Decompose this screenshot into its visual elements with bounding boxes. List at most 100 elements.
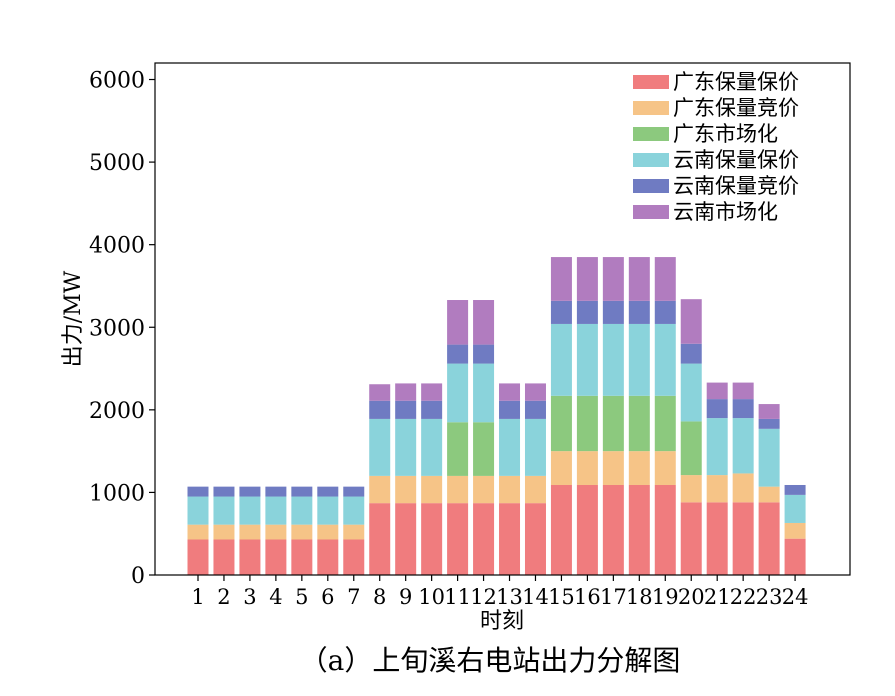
bar-segment-16-3 (576, 395, 598, 452)
x-tick-label: 2 (217, 585, 230, 609)
x-tick-label: 10 (418, 585, 445, 609)
bar-segment-22-5 (732, 399, 754, 419)
bar-segment-23-4 (758, 428, 780, 487)
bar-segment-18-1 (628, 484, 650, 575)
bar-segment-1-1 (187, 539, 209, 575)
bar-segment-12-2 (473, 475, 495, 504)
bar-segment-14-5 (524, 400, 546, 419)
bar-segment-3-4 (239, 496, 261, 525)
x-tick-label: 24 (782, 585, 809, 609)
bar-segment-11-5 (447, 344, 469, 364)
bar-segment-3-2 (239, 524, 261, 540)
bar-segment-13-2 (499, 475, 521, 504)
bar-segment-18-2 (628, 451, 650, 485)
bar-segment-18-5 (628, 300, 650, 324)
bar-segment-10-2 (421, 475, 443, 504)
bar-segment-11-2 (447, 475, 469, 504)
bar-segment-4-2 (265, 524, 287, 540)
bar-segment-9-2 (395, 475, 417, 504)
bar-segment-6-1 (317, 539, 339, 575)
x-tick-label: 3 (243, 585, 256, 609)
y-axis: 0 1000 2000 3000 4000 5000 6000 (89, 69, 155, 589)
bar-segment-15-6 (550, 257, 572, 301)
bar-segment-2-2 (213, 524, 235, 540)
bar-segment-22-2 (732, 473, 754, 503)
bar-segment-22-4 (732, 418, 754, 474)
bar-segment-19-6 (654, 257, 676, 301)
y-tick-label: 4000 (89, 234, 145, 259)
bar-segment-17-2 (602, 451, 624, 485)
bar-segment-24-5 (784, 484, 806, 495)
legend-swatch (633, 127, 669, 141)
x-tick-label: 14 (522, 585, 549, 609)
bar-segment-2-5 (213, 486, 235, 497)
bar-segment-5-5 (291, 486, 313, 497)
x-tick-label: 23 (756, 585, 783, 609)
bar-segment-20-3 (680, 421, 702, 476)
bar-segment-20-1 (680, 502, 702, 575)
bar-segment-10-5 (421, 400, 443, 419)
bar-segment-4-5 (265, 486, 287, 497)
bar-segment-16-6 (576, 257, 598, 301)
bar-segment-4-4 (265, 496, 287, 525)
legend-swatch (633, 75, 669, 89)
x-axis: 1 2 3 4 5 6 7 8 9 10 11 12 13 14 15 16 17 18 19 20 21 22 23 24 (191, 575, 808, 609)
bar-segment-23-1 (758, 502, 780, 575)
bar-segment-11-3 (447, 422, 469, 476)
bar-segment-14-4 (524, 418, 546, 476)
bar-segment-5-2 (291, 524, 313, 540)
bar-segment-7-2 (343, 524, 365, 540)
legend-label: 云南保量保价 (673, 148, 799, 172)
bar-segment-8-4 (369, 418, 391, 476)
bar-segment-16-1 (576, 484, 598, 575)
plot-frame (154, 62, 851, 576)
bar-segment-23-5 (758, 418, 780, 429)
bar-segment-17-1 (602, 484, 624, 575)
bar-segment-7-1 (343, 539, 365, 575)
bar-segment-8-1 (369, 503, 391, 575)
bar-segment-18-3 (628, 395, 650, 452)
bar-segment-11-4 (447, 363, 469, 423)
x-tick-label: 21 (704, 585, 731, 609)
bar-segment-17-4 (602, 323, 624, 396)
bar-segment-15-2 (550, 451, 572, 485)
bar-segment-8-5 (369, 400, 391, 419)
bar-segment-13-5 (499, 400, 521, 419)
x-tick-label: 19 (652, 585, 679, 609)
bar-segment-21-6 (706, 382, 728, 400)
x-axis-label: 时刻 (480, 609, 524, 634)
bar-segment-14-2 (524, 475, 546, 504)
legend-label: 广东市场化 (673, 122, 778, 146)
y-tick-label: 5000 (89, 151, 145, 176)
bar-segment-2-1 (213, 539, 235, 575)
bar-segment-9-6 (395, 383, 417, 401)
bar-segment-15-1 (550, 484, 572, 575)
bar-segment-15-5 (550, 300, 572, 324)
bar-segment-21-5 (706, 399, 728, 419)
bar-segment-12-3 (473, 422, 495, 476)
bar-segment-14-1 (524, 503, 546, 575)
bar-segment-21-4 (706, 418, 728, 476)
bar-segment-15-4 (550, 323, 572, 396)
bar-segment-19-3 (654, 395, 676, 452)
bar-segment-24-2 (784, 522, 806, 539)
bar-segment-17-5 (602, 300, 624, 324)
bar-segment-6-5 (317, 486, 339, 497)
bar-segment-20-6 (680, 299, 702, 344)
bar-segment-1-2 (187, 524, 209, 540)
bar-segment-12-5 (473, 344, 495, 364)
bar-segment-7-5 (343, 486, 365, 497)
x-tick-label: 5 (295, 585, 308, 609)
bar-segment-6-2 (317, 524, 339, 540)
y-tick-label: 2000 (89, 399, 145, 424)
bar-segment-9-4 (395, 418, 417, 476)
x-tick-label: 20 (678, 585, 705, 609)
bar-segment-23-2 (758, 486, 780, 503)
x-tick-label: 4 (269, 585, 282, 609)
bar-segment-9-5 (395, 400, 417, 419)
bar-segment-24-1 (784, 538, 806, 575)
bar-segment-14-6 (524, 383, 546, 401)
y-tick-label: 6000 (89, 69, 145, 94)
bar-segment-12-6 (473, 300, 495, 345)
